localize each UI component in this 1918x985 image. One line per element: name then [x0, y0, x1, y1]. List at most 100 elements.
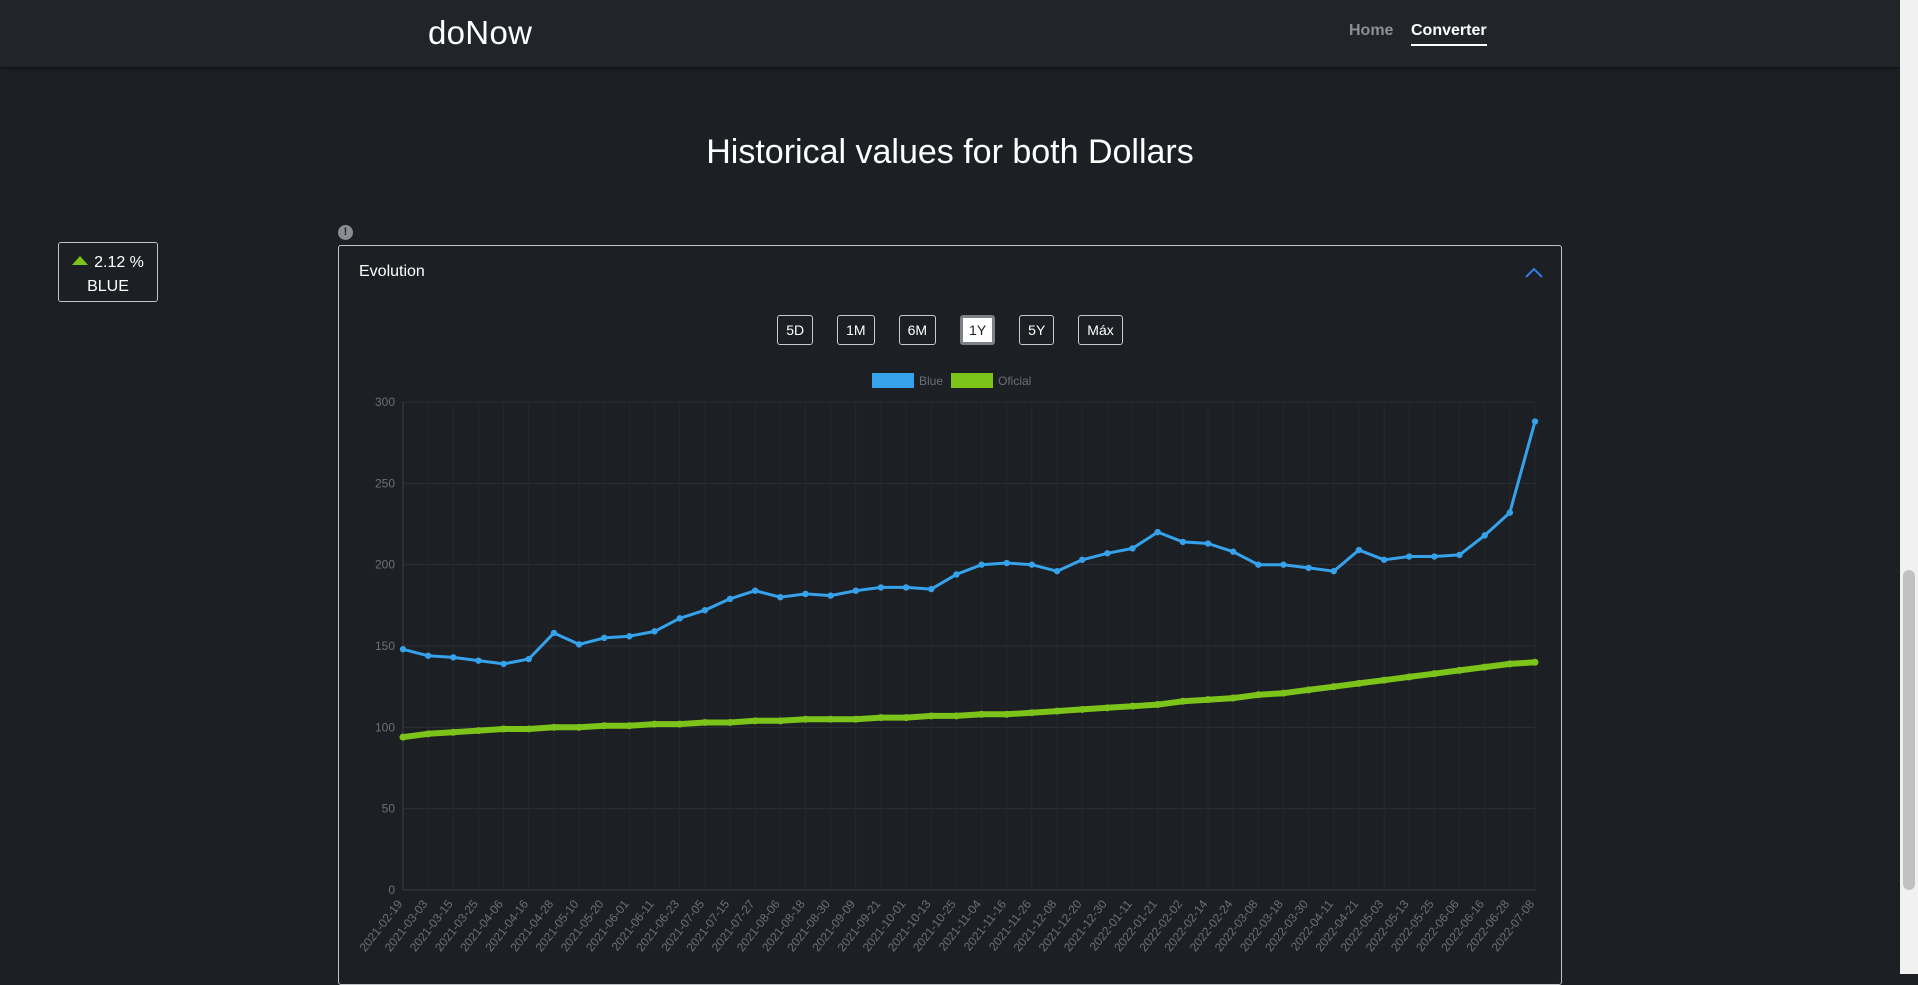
data-point-blue — [1053, 567, 1061, 575]
data-point-oficial — [1078, 705, 1086, 713]
data-point-blue — [1129, 545, 1136, 552]
data-point-oficial — [877, 714, 885, 722]
data-point-blue — [450, 654, 457, 661]
data-point-blue — [902, 584, 910, 591]
y-tick-label: 150 — [375, 639, 395, 653]
data-point-blue — [852, 587, 859, 594]
data-point-blue — [726, 595, 734, 603]
data-point-blue — [676, 615, 683, 622]
data-point-blue — [877, 584, 885, 591]
data-point-blue — [626, 633, 633, 640]
data-point-oficial — [399, 733, 407, 741]
y-tick-label: 200 — [375, 558, 395, 572]
data-point-oficial — [1129, 702, 1137, 710]
data-point-blue — [525, 655, 532, 663]
series-line-oficial — [400, 659, 1538, 741]
data-point-oficial — [575, 723, 583, 731]
data-point-blue — [500, 660, 507, 668]
evolution-panel: Evolution 5D 1M 6M 1Y 5Y Máx 0 50 100 150 200 250 3… — [338, 245, 1562, 985]
brand-logo[interactable]: doNow — [428, 14, 533, 51]
data-point-oficial — [1380, 676, 1388, 684]
data-point-oficial — [1154, 701, 1162, 709]
data-point-oficial — [1003, 710, 1011, 718]
data-point-blue — [1406, 553, 1413, 560]
data-point-oficial — [978, 710, 986, 718]
data-point-blue — [550, 629, 558, 637]
data-point-oficial — [676, 720, 684, 728]
data-point-oficial — [600, 722, 608, 730]
data-point-oficial — [449, 728, 457, 736]
range-button-5y[interactable]: 5Y — [1019, 315, 1055, 345]
data-point-oficial — [651, 720, 659, 728]
data-point-oficial — [625, 722, 633, 730]
data-point-oficial — [852, 715, 860, 723]
data-point-oficial — [1229, 694, 1237, 702]
info-icon[interactable]: ! — [338, 225, 353, 240]
data-point-oficial — [1254, 691, 1262, 699]
data-point-blue — [1305, 564, 1312, 572]
data-point-blue — [601, 634, 608, 642]
data-point-blue — [802, 590, 809, 598]
legend-label-oficial: Oficial — [998, 374, 1031, 388]
top-navbar: doNow Home Converter — [0, 0, 1900, 67]
nav-link-converter[interactable]: Converter — [1411, 22, 1487, 46]
data-point-blue — [475, 657, 482, 664]
data-point-oficial — [1204, 696, 1212, 704]
change-row: 2.12 % — [59, 254, 157, 272]
data-point-blue — [1154, 528, 1161, 536]
panel-title: Evolution — [359, 263, 425, 280]
data-point-blue — [777, 594, 784, 601]
arrow-up-icon — [72, 256, 89, 265]
data-point-blue — [978, 561, 985, 568]
data-point-blue — [1380, 556, 1388, 563]
data-point-blue — [1431, 553, 1438, 560]
data-point-blue — [1255, 561, 1262, 568]
data-point-blue — [701, 607, 709, 614]
range-button-max[interactable]: Máx — [1078, 315, 1123, 345]
range-button-1m[interactable]: 1M — [837, 315, 875, 345]
y-tick-label: 50 — [382, 802, 396, 816]
data-point-blue — [399, 646, 407, 653]
data-point-oficial — [1028, 709, 1036, 717]
scrollbar-thumb[interactable] — [1903, 570, 1915, 890]
data-point-blue — [1104, 550, 1111, 557]
y-tick-label: 100 — [375, 720, 395, 734]
nav-link-home[interactable]: Home — [1349, 22, 1394, 39]
range-button-5d[interactable]: 5D — [777, 315, 814, 345]
range-button-1y[interactable]: 1Y — [960, 315, 996, 345]
data-point-blue — [1280, 561, 1287, 568]
data-point-oficial — [1506, 660, 1514, 668]
chevron-up-icon[interactable] — [1525, 266, 1543, 278]
data-point-oficial — [1481, 663, 1489, 671]
data-point-blue — [1531, 418, 1539, 425]
data-point-oficial — [1305, 686, 1313, 694]
range-selector: 5D 1M 6M 1Y 5Y Máx — [339, 315, 1561, 345]
data-point-oficial — [1456, 666, 1464, 674]
data-point-blue — [424, 652, 432, 659]
data-point-blue — [1179, 538, 1187, 546]
data-point-oficial — [1405, 673, 1413, 681]
data-point-blue — [928, 585, 935, 593]
data-point-blue — [1028, 561, 1036, 568]
legend-label-blue: Blue — [919, 374, 943, 388]
data-point-oficial — [952, 712, 960, 720]
range-button-6m[interactable]: 6M — [898, 315, 937, 345]
data-point-blue — [1229, 548, 1237, 555]
page-scrollbar[interactable] — [1900, 0, 1918, 974]
y-tick-label: 250 — [375, 476, 395, 490]
y-tick-label: 300 — [375, 395, 395, 409]
legend-swatch-blue — [872, 373, 914, 388]
data-point-oficial — [500, 725, 508, 733]
data-point-oficial — [726, 718, 734, 726]
data-point-blue — [1330, 567, 1337, 575]
data-point-blue — [953, 571, 960, 578]
data-point-oficial — [751, 717, 759, 725]
data-point-oficial — [701, 718, 709, 726]
evolution-chart: 0501001502002503002021-02-192021-03-0320… — [357, 373, 1539, 954]
data-point-oficial — [1279, 689, 1287, 697]
data-point-oficial — [827, 715, 835, 723]
data-point-oficial — [474, 727, 482, 735]
data-point-blue — [1506, 509, 1514, 516]
change-card: 2.12 % BLUE — [58, 242, 158, 302]
data-point-oficial — [1330, 683, 1338, 691]
